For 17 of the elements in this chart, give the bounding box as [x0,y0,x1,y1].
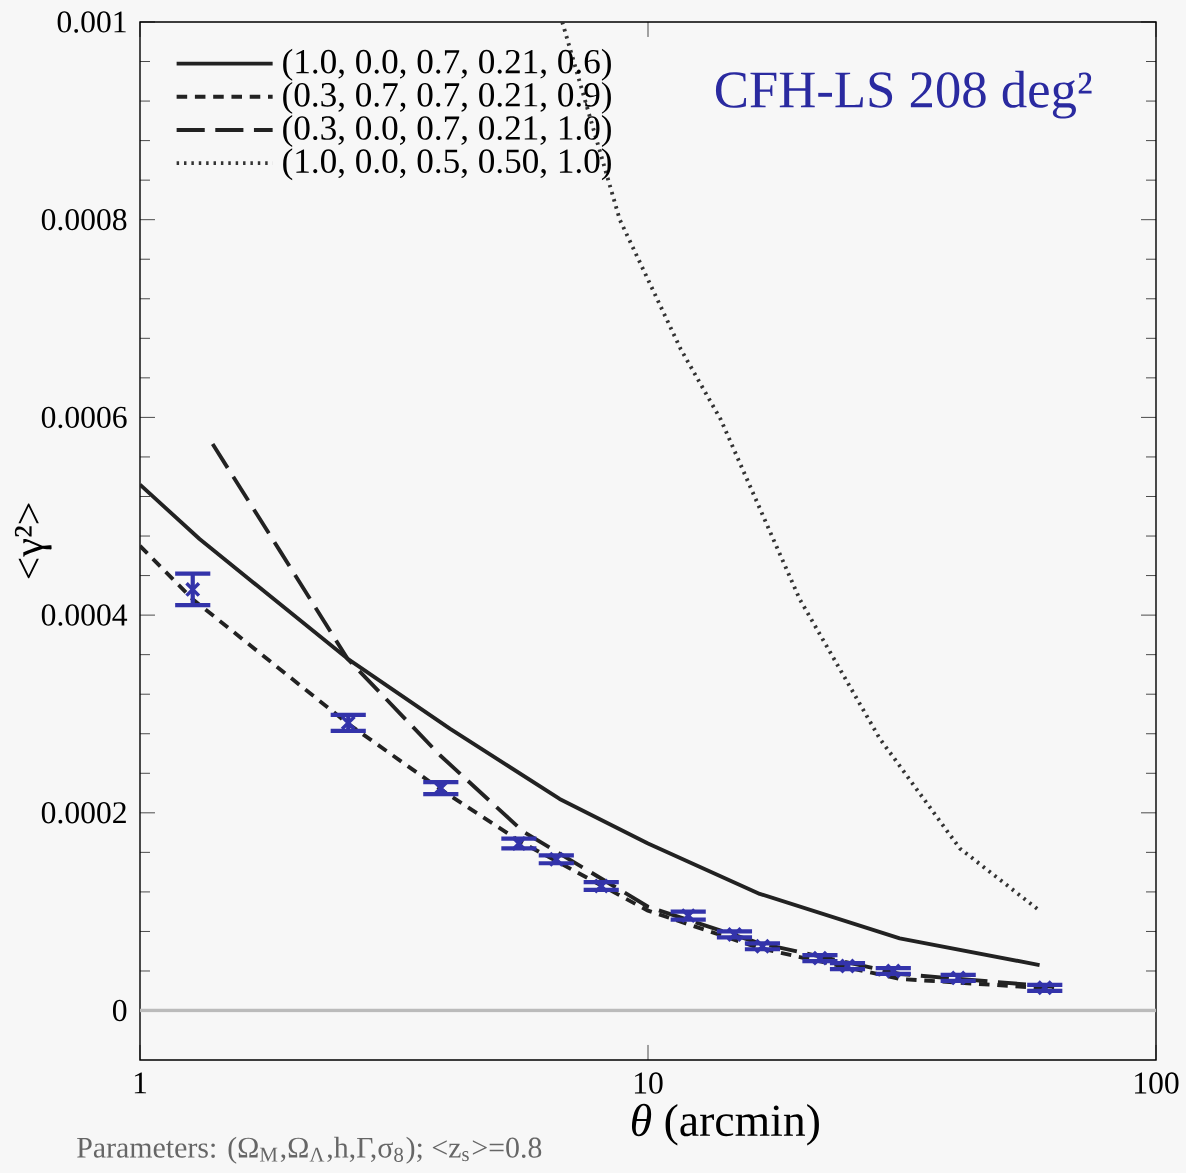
x-tick-label: 10 [634,1072,663,1094]
y-tick-label: 0.0002 [41,802,126,824]
y-tick-label: 0.0006 [41,406,127,429]
legend-label: (1.0, 0.0, 0.7, 0.21, 0.6) [283,48,611,81]
x-axis-title: θ (arcmin) [631,1103,819,1146]
y-tick-label: 0 [112,999,127,1022]
y-tick-label: 0.0004 [41,604,128,626]
legend-label: (1.0, 0.0, 0.5, 0.50, 1.0) [283,148,611,181]
y-tick-label: 0.0008 [41,208,127,231]
legend-label: (0.3, 0.0, 0.7, 0.21, 1.0) [283,115,611,148]
legend-label: (0.3, 0.7, 0.7, 0.21, 0.9) [283,81,611,114]
x-tick-label: 100 [1135,1072,1179,1094]
x-tick-label: 1 [134,1072,147,1094]
annotation: CFH-LS 208 deg² [715,70,1092,119]
y-tick-label: 0.001 [57,11,126,33]
y-axis-title: <γ²> [14,503,52,579]
text: Parameters: (Ω$_{M}$,Ω$_{Λ}$,h,Γ,σ$_{8}$); <z$_{s}$>=0.8 [77,1136,542,1164]
